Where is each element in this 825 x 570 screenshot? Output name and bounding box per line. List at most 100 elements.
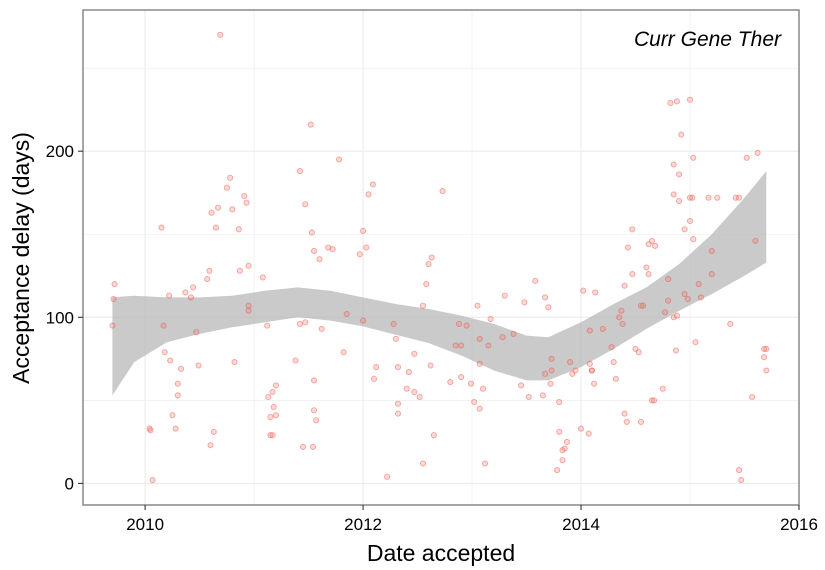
data-point [187, 294, 194, 301]
data-point [476, 335, 483, 342]
data-point [645, 241, 652, 248]
data-point [554, 467, 561, 474]
data-point [727, 320, 734, 327]
data-point [545, 304, 552, 311]
data-point [714, 194, 721, 201]
data-point [686, 217, 694, 225]
data-point [455, 320, 463, 327]
data-point [763, 345, 770, 352]
x-axis-label: Date accepted [367, 540, 515, 566]
data-point [572, 367, 579, 374]
data-point [763, 367, 770, 374]
data-point [241, 192, 248, 200]
data-point [651, 397, 658, 404]
data-point [708, 271, 715, 278]
data-point [676, 197, 683, 205]
data-point [235, 226, 242, 233]
panel-border [82, 9, 800, 506]
data-point [325, 244, 332, 251]
data-point [588, 367, 595, 374]
data-point [423, 281, 430, 288]
data-point [567, 359, 574, 366]
data-point [223, 184, 230, 191]
data-point [487, 315, 494, 323]
data-point [458, 342, 465, 349]
data-point [690, 154, 697, 161]
data-point [559, 457, 566, 464]
data-point [308, 229, 315, 236]
data-point [624, 244, 631, 251]
data-point [610, 359, 617, 366]
data-point [264, 322, 271, 329]
data-point [556, 428, 563, 435]
data-point [665, 297, 672, 304]
data-point [645, 271, 652, 278]
data-point [182, 289, 189, 296]
data-point [697, 294, 704, 301]
data-point [236, 267, 243, 274]
data-point [661, 309, 669, 316]
data-point [752, 237, 759, 244]
data-point [245, 307, 252, 314]
data-point [690, 236, 697, 243]
data-point [559, 447, 566, 454]
data-point [394, 364, 402, 371]
data-point [427, 362, 434, 369]
data-point [169, 412, 176, 419]
data-point [302, 319, 309, 326]
data-point [643, 264, 650, 271]
data-point [667, 99, 674, 107]
data-point [632, 345, 639, 352]
confidence-band-layer [112, 171, 767, 396]
axis-ticks: 2010 2012 2014 2016 0 100 200 [46, 142, 818, 534]
data-point [195, 362, 202, 369]
data-point [689, 194, 696, 201]
data-point [416, 393, 423, 401]
data-point [670, 161, 677, 168]
data-point [310, 247, 318, 254]
data-point [272, 382, 279, 389]
data-point [621, 282, 628, 289]
data-point [670, 191, 677, 198]
data-point [269, 432, 276, 439]
data-point [563, 438, 570, 445]
data-point [158, 224, 165, 231]
data-point [532, 277, 539, 284]
data-point [110, 295, 117, 303]
data-point [510, 330, 517, 337]
data-point [525, 393, 532, 401]
data-point [292, 357, 299, 364]
data-point [425, 261, 432, 268]
y-tick-label: 200 [46, 142, 74, 161]
data-point [245, 262, 252, 269]
data-point [178, 365, 185, 372]
data-point [267, 413, 274, 421]
data-point [619, 320, 626, 327]
data-point [204, 276, 211, 283]
y-tick-label: 100 [46, 308, 74, 327]
data-point [302, 201, 309, 208]
data-point [580, 287, 587, 294]
data-point [479, 385, 487, 392]
data-point [672, 347, 679, 354]
data-point [166, 292, 173, 299]
data-point [310, 377, 318, 384]
data-point [384, 473, 391, 480]
data-point [343, 310, 350, 318]
data-point [681, 290, 688, 298]
data-point [548, 355, 555, 362]
data-point [394, 410, 402, 417]
data-point [542, 370, 549, 377]
data-point [599, 325, 606, 332]
data-point [336, 156, 343, 163]
data-point [300, 443, 307, 450]
data-point [369, 181, 376, 188]
data-point [637, 418, 645, 425]
data-point [692, 339, 699, 346]
data-point [708, 247, 715, 254]
data-point [569, 370, 576, 377]
data-point [676, 171, 683, 178]
data-point [761, 345, 768, 352]
data-point [269, 388, 276, 396]
data-point [585, 430, 592, 437]
